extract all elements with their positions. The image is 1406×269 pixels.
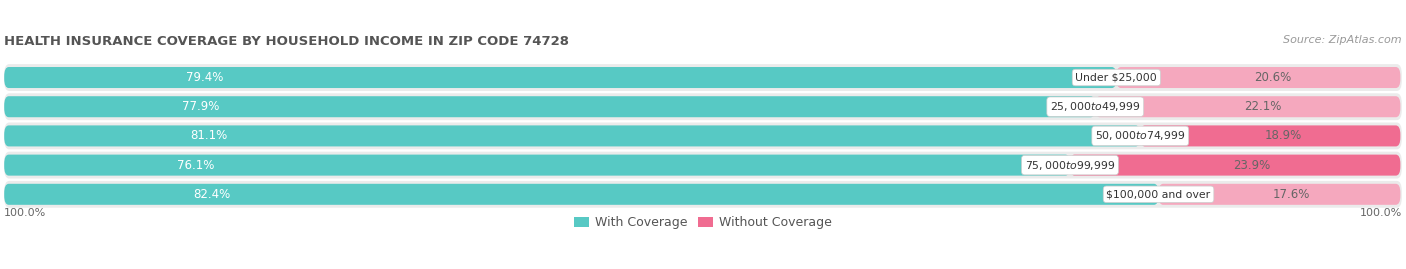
FancyBboxPatch shape (4, 155, 1070, 176)
Text: 23.9%: 23.9% (1233, 159, 1270, 172)
FancyBboxPatch shape (4, 152, 1402, 179)
Text: Under $25,000: Under $25,000 (1076, 73, 1157, 83)
FancyBboxPatch shape (4, 93, 1402, 120)
Text: HEALTH INSURANCE COVERAGE BY HOUSEHOLD INCOME IN ZIP CODE 74728: HEALTH INSURANCE COVERAGE BY HOUSEHOLD I… (4, 35, 569, 48)
Text: 82.4%: 82.4% (194, 188, 231, 201)
Text: 79.4%: 79.4% (186, 71, 224, 84)
Text: 77.9%: 77.9% (181, 100, 219, 113)
FancyBboxPatch shape (1095, 96, 1400, 117)
FancyBboxPatch shape (4, 64, 1402, 91)
Text: 17.6%: 17.6% (1272, 188, 1310, 201)
Text: 18.9%: 18.9% (1265, 129, 1302, 142)
FancyBboxPatch shape (4, 67, 1116, 88)
FancyBboxPatch shape (1116, 67, 1400, 88)
FancyBboxPatch shape (1159, 184, 1400, 205)
Text: 81.1%: 81.1% (190, 129, 228, 142)
FancyBboxPatch shape (4, 96, 1095, 117)
Text: Source: ZipAtlas.com: Source: ZipAtlas.com (1284, 35, 1402, 45)
FancyBboxPatch shape (4, 181, 1402, 208)
FancyBboxPatch shape (4, 122, 1402, 149)
Text: $75,000 to $99,999: $75,000 to $99,999 (1025, 159, 1115, 172)
Text: 100.0%: 100.0% (4, 208, 46, 218)
Text: $50,000 to $74,999: $50,000 to $74,999 (1095, 129, 1185, 142)
Text: 22.1%: 22.1% (1244, 100, 1282, 113)
FancyBboxPatch shape (4, 184, 1159, 205)
Text: 76.1%: 76.1% (177, 159, 215, 172)
Text: $100,000 and over: $100,000 and over (1107, 189, 1211, 199)
Text: $25,000 to $49,999: $25,000 to $49,999 (1050, 100, 1140, 113)
FancyBboxPatch shape (4, 125, 1140, 146)
FancyBboxPatch shape (1070, 155, 1400, 176)
FancyBboxPatch shape (1140, 125, 1400, 146)
Legend: With Coverage, Without Coverage: With Coverage, Without Coverage (574, 216, 832, 229)
Text: 20.6%: 20.6% (1254, 71, 1291, 84)
Text: 100.0%: 100.0% (1360, 208, 1402, 218)
